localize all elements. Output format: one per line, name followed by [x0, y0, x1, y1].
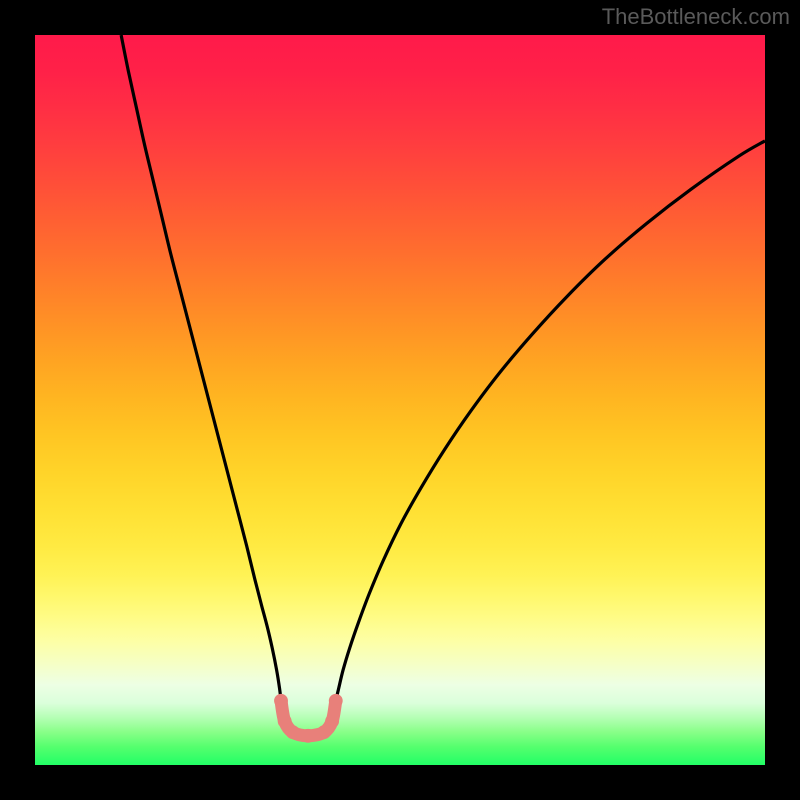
plot-area: [35, 35, 765, 765]
chart-svg: [35, 35, 765, 765]
watermark-text: TheBottleneck.com: [602, 4, 790, 30]
chart-container: TheBottleneck.com: [0, 0, 800, 800]
